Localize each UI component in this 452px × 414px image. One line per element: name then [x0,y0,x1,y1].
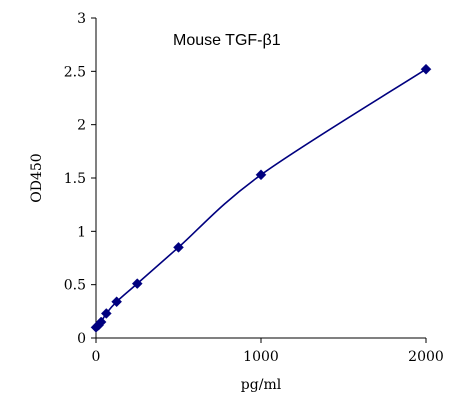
data-point [100,308,112,319]
y-tick-label: 1 [77,224,86,240]
chart-title: Mouse TGF-β1 [173,32,281,49]
x-tick-label: 2000 [408,349,444,365]
y-tick-label: 2 [77,118,86,134]
y-axis-label: OD450 [29,153,45,202]
y-tick-label: 2.5 [64,64,86,80]
data-point [173,241,184,253]
x-tick-label: 0 [92,349,101,365]
data-point [255,169,267,181]
y-tick-label: 0.5 [64,278,86,294]
y-tick-label: 0 [77,331,86,347]
data-point [131,278,143,289]
data-point [111,296,122,308]
data-point [95,316,107,328]
data-points [90,63,432,333]
data-point [420,63,432,75]
x-tick-label: 1000 [243,349,279,365]
series-line [95,68,427,328]
x-axis-label: pg/ml [241,377,282,393]
y-ticks: 0 0.5 1 1.5 2 2.5 3 [64,11,96,347]
y-tick-label: 1.5 [64,171,86,187]
x-ticks: 0 1000 2000 [92,338,444,365]
y-tick-label: 3 [77,11,86,27]
